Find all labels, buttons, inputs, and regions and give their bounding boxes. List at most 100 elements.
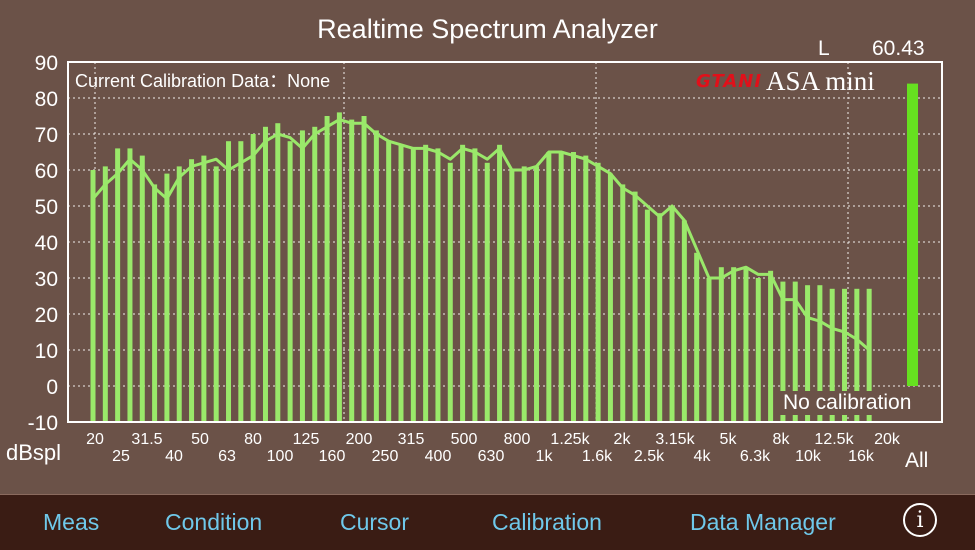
band-bar [226,141,232,422]
x-tick-label: 800 [504,431,531,448]
band-bar [164,173,170,422]
band-bar [435,148,441,422]
band-bar [497,144,503,423]
band-bar [238,141,244,422]
x-tick-label: 200 [346,431,373,448]
band-bar [854,288,860,422]
overall-level-readout: 60.43 [872,37,925,60]
band-bar [447,162,453,423]
x-tick-label: 50 [191,431,209,448]
band-bar [386,141,392,422]
band-bar [336,112,342,423]
y-tick-label: 20 [35,304,58,327]
tab-calibration[interactable]: Calibration [492,509,602,535]
band-bar [558,152,564,422]
band-bar [694,252,700,422]
y-tick-label: 90 [35,52,58,75]
peak-line [91,118,871,352]
x-tick-label: 6.3k [740,448,771,465]
y-tick-label: 80 [35,88,58,111]
band-bar [620,184,626,422]
band-bars [90,83,918,423]
x-tick-label: 5k [720,431,738,448]
x-tick-label: 1k [536,448,554,465]
band-bar [262,126,268,423]
band-bar [189,159,195,422]
x-tick-label: 10k [795,448,822,465]
band-bar [644,209,650,422]
page-title: Realtime Spectrum Analyzer [317,14,658,44]
brand-logo-mark: GTANI [696,71,763,92]
band-bar [780,281,786,422]
y-tick-label: 70 [35,124,58,147]
x-tick-label: 20 [86,431,104,448]
tab-meas[interactable]: Meas [43,509,100,535]
tab-cursor[interactable]: Cursor [340,509,410,535]
band-bar [102,166,108,422]
band-bar [509,170,515,422]
x-tick-label: 40 [165,448,183,465]
x-tick-label: 160 [319,448,346,465]
x-tick-label: 250 [372,448,399,465]
band-bar [755,278,761,422]
x-tick-label: 400 [425,448,452,465]
band-bar [176,166,182,422]
y-tick-label: 0 [46,376,58,399]
band-bar [521,166,527,422]
bottom-tab-bar: Meas Condition Cursor Calibration Data M… [0,494,975,550]
band-bar [472,148,478,422]
band-bar [287,141,293,422]
x-tick-label: 63 [218,448,236,465]
x-tick-label: 31.5 [131,431,162,448]
chart-grid [68,62,942,422]
y-tick-label: 30 [35,268,58,291]
band-bar [768,270,774,422]
x-tick-label: 1.6k [582,448,613,465]
band-bar [632,191,638,422]
band-bar [152,184,158,422]
x-tick-label: 100 [267,448,294,465]
brand-logo: GTANI ASA mini [696,66,875,96]
y-tick-label: 40 [35,232,58,255]
band-bar [398,144,404,423]
x-tick-label: 25 [112,448,130,465]
no-calibration-badge: No calibration [779,391,916,415]
band-bar [706,278,712,422]
tab-data-manager[interactable]: Data Manager [690,509,836,535]
band-bar [842,288,848,422]
x-tick-label: 4k [694,448,712,465]
info-icon[interactable]: i [903,503,937,537]
band-bar [669,206,675,422]
tab-condition[interactable]: Condition [165,509,263,535]
overall-bar [907,83,918,386]
band-bar [213,166,219,422]
band-bar [534,166,540,422]
band-bar [718,267,724,422]
band-bar [299,130,305,422]
band-bar [743,267,749,422]
x-tick-label: 630 [478,448,505,465]
band-bar [817,285,823,422]
band-bar [595,162,601,423]
band-bar [792,281,798,422]
band-bar [460,144,466,423]
x-axis-ticks: 20 31.5 50 80 125 200 315 500 800 1.25k 2k 3.15k 5k 8… [86,431,901,465]
band-bar [410,148,416,422]
band-bar [866,288,872,422]
product-name: ASA mini [766,66,875,96]
band-bar [423,144,429,423]
band-bar [115,148,121,422]
channel-label: L [818,37,830,60]
band-bar [570,152,576,422]
x-tick-label: 2k [614,431,632,448]
x-tick-label: 3.15k [655,431,695,448]
band-bar [607,173,613,422]
x-tick-label: 20k [874,431,901,448]
x-tick-label: 1.25k [550,431,590,448]
band-bar [546,152,552,422]
overall-bar-label: All [905,449,929,472]
x-tick-label: 315 [398,431,425,448]
band-bar [324,116,330,422]
band-bar [731,267,737,422]
band-bar [201,155,207,422]
